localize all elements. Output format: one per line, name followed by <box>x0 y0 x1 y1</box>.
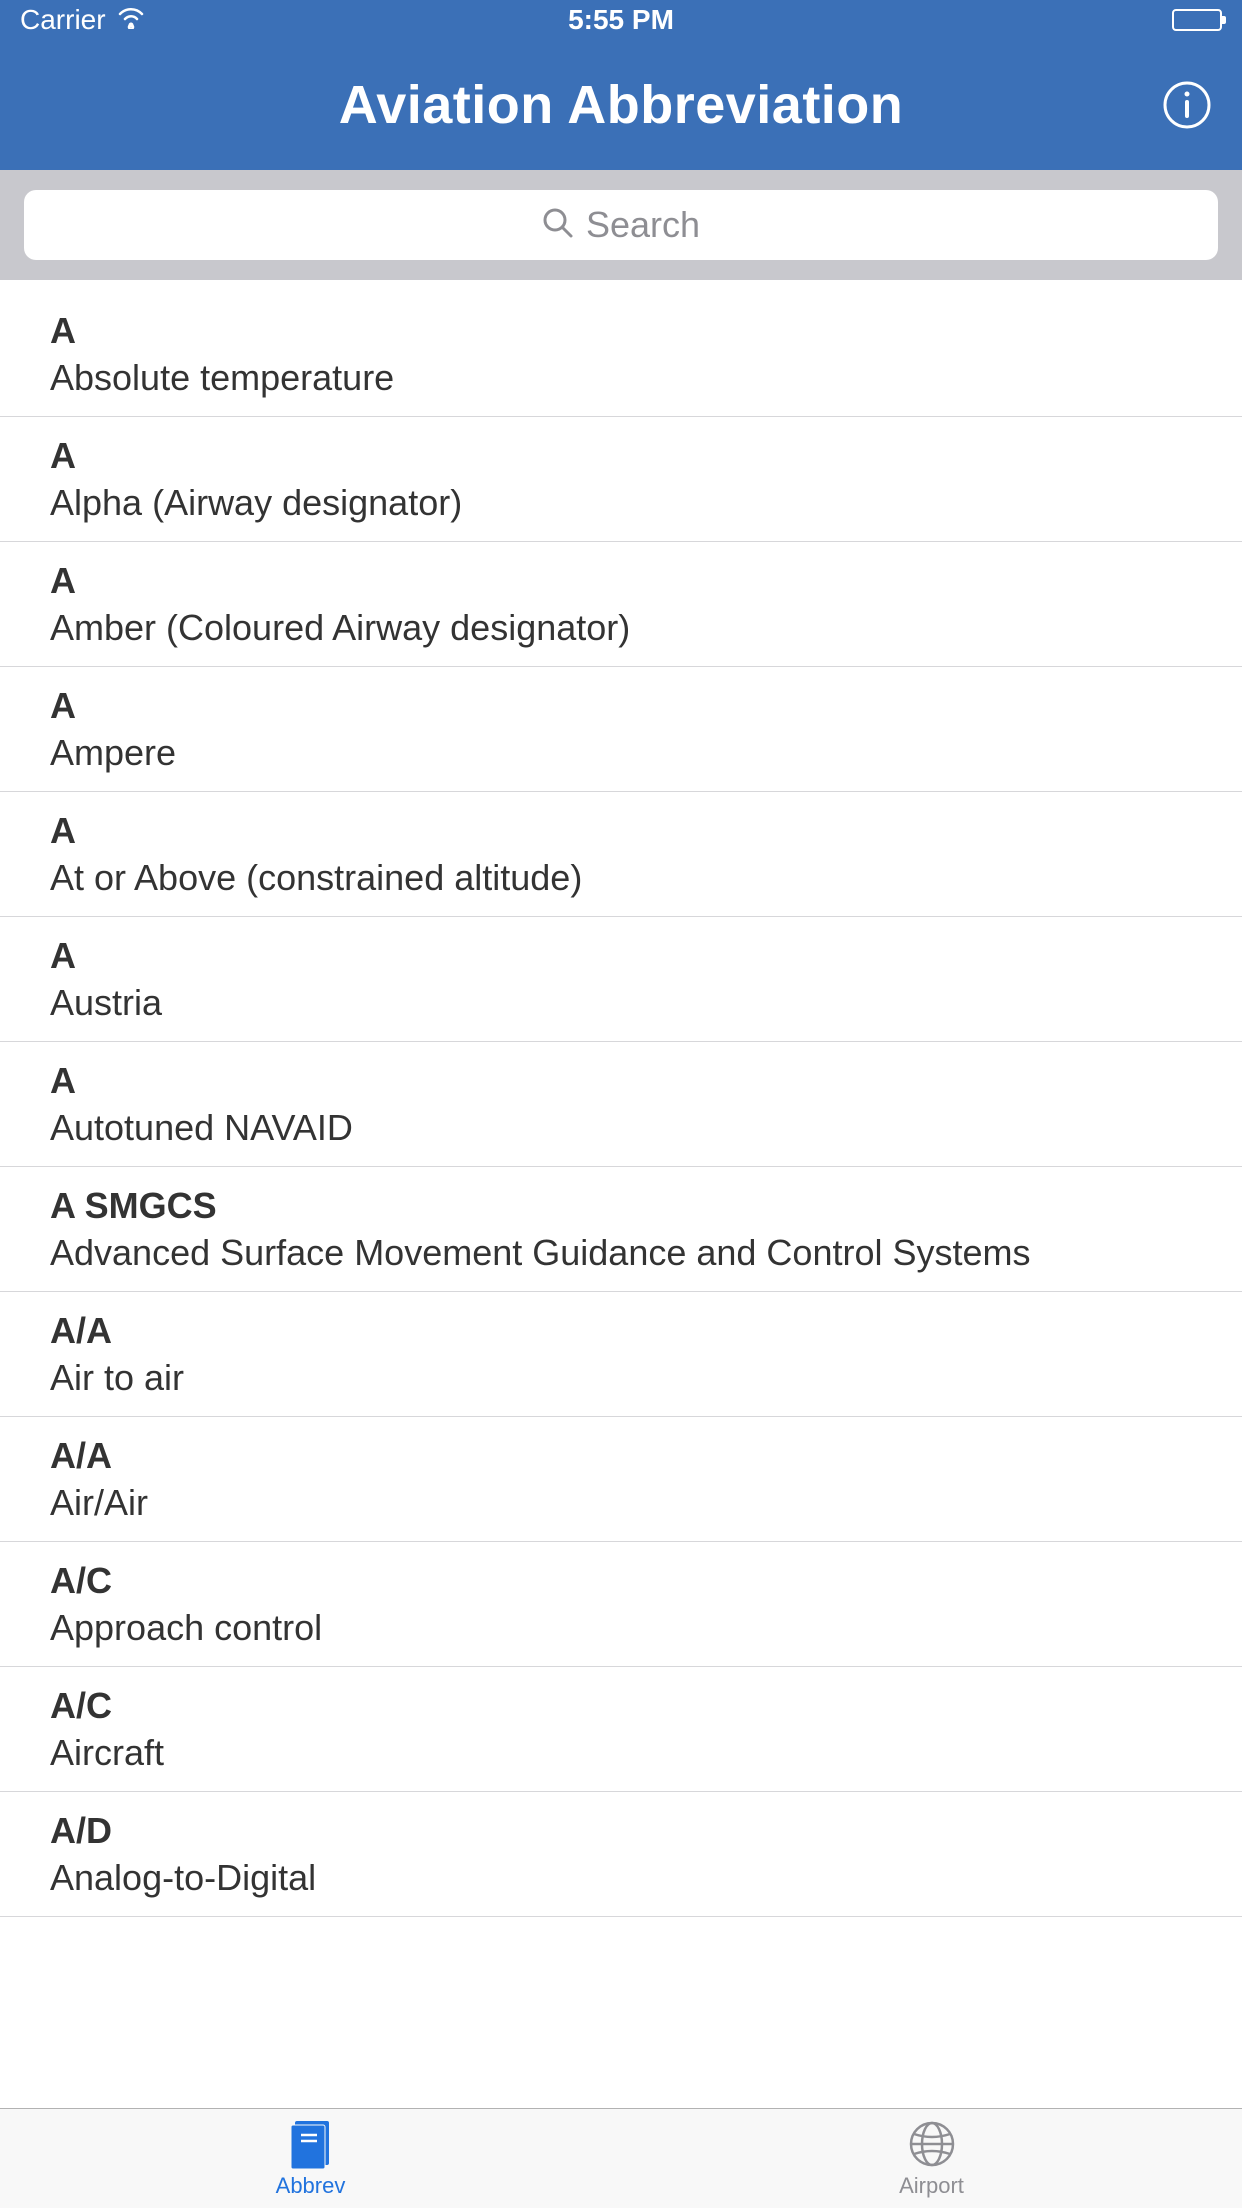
item-meaning: Air/Air <box>50 1478 1242 1525</box>
nav-bar: Aviation Abbreviation <box>0 40 1242 170</box>
item-abbrev: A/A <box>50 1308 1242 1353</box>
item-abbrev: A <box>50 308 1242 353</box>
item-abbrev: A <box>50 433 1242 478</box>
item-abbrev: A/C <box>50 1683 1242 1728</box>
abbreviation-list[interactable]: AAbsolute temperatureAAlpha (Airway desi… <box>0 280 1242 1917</box>
item-abbrev: A <box>50 933 1242 978</box>
list-item[interactable]: A SMGCSAdvanced Surface Movement Guidanc… <box>0 1167 1242 1292</box>
list-item[interactable]: A/CApproach control <box>0 1542 1242 1667</box>
list-item[interactable]: AAustria <box>0 917 1242 1042</box>
tab-abbrev-label: Abbrev <box>276 2173 346 2199</box>
clock: 5:55 PM <box>568 4 674 36</box>
book-icon <box>289 2119 333 2169</box>
carrier-label: Carrier <box>20 4 106 36</box>
list-item[interactable]: AAmber (Coloured Airway designator) <box>0 542 1242 667</box>
status-bar: Carrier 5:55 PM <box>0 0 1242 40</box>
item-abbrev: A <box>50 808 1242 853</box>
status-right <box>1172 9 1222 31</box>
item-abbrev: A <box>50 1058 1242 1103</box>
item-meaning: Autotuned NAVAID <box>50 1103 1242 1150</box>
globe-icon <box>908 2119 956 2169</box>
list-item[interactable]: AAutotuned NAVAID <box>0 1042 1242 1167</box>
item-meaning: Approach control <box>50 1603 1242 1650</box>
search-icon <box>542 207 574 244</box>
item-abbrev: A/C <box>50 1558 1242 1603</box>
status-left: Carrier <box>20 4 146 36</box>
list-item[interactable]: A/AAir to air <box>0 1292 1242 1417</box>
list-item[interactable]: A/DAnalog-to-Digital <box>0 1792 1242 1917</box>
item-meaning: Amber (Coloured Airway designator) <box>50 603 1242 650</box>
item-meaning: Alpha (Airway designator) <box>50 478 1242 525</box>
list-item[interactable]: A/AAir/Air <box>0 1417 1242 1542</box>
item-meaning: Austria <box>50 978 1242 1025</box>
tab-bar: Abbrev Airport <box>0 2108 1242 2208</box>
item-abbrev: A <box>50 683 1242 728</box>
item-meaning: Aircraft <box>50 1728 1242 1775</box>
list-item[interactable]: A/CAircraft <box>0 1667 1242 1792</box>
item-abbrev: A/D <box>50 1808 1242 1853</box>
info-button[interactable] <box>1162 80 1212 130</box>
item-meaning: Ampere <box>50 728 1242 775</box>
search-container: Search <box>0 170 1242 280</box>
item-meaning: Analog-to-Digital <box>50 1853 1242 1900</box>
item-meaning: At or Above (constrained altitude) <box>50 853 1242 900</box>
list-item[interactable]: AAt or Above (constrained altitude) <box>0 792 1242 917</box>
wifi-icon <box>116 4 146 36</box>
item-abbrev: A/A <box>50 1433 1242 1478</box>
tab-abbrev[interactable]: Abbrev <box>0 2109 621 2208</box>
item-meaning: Air to air <box>50 1353 1242 1400</box>
battery-icon <box>1172 9 1222 31</box>
list-item[interactable]: AAlpha (Airway designator) <box>0 417 1242 542</box>
item-abbrev: A SMGCS <box>50 1183 1242 1228</box>
item-meaning: Absolute temperature <box>50 353 1242 400</box>
item-meaning: Advanced Surface Movement Guidance and C… <box>50 1228 1242 1275</box>
list-item[interactable]: AAmpere <box>0 667 1242 792</box>
page-title: Aviation Abbreviation <box>339 74 904 136</box>
list-item[interactable]: AAbsolute temperature <box>0 280 1242 417</box>
item-abbrev: A <box>50 558 1242 603</box>
search-placeholder: Search <box>586 204 700 246</box>
tab-airport-label: Airport <box>899 2173 964 2199</box>
tab-airport[interactable]: Airport <box>621 2109 1242 2208</box>
search-input[interactable]: Search <box>24 190 1218 260</box>
